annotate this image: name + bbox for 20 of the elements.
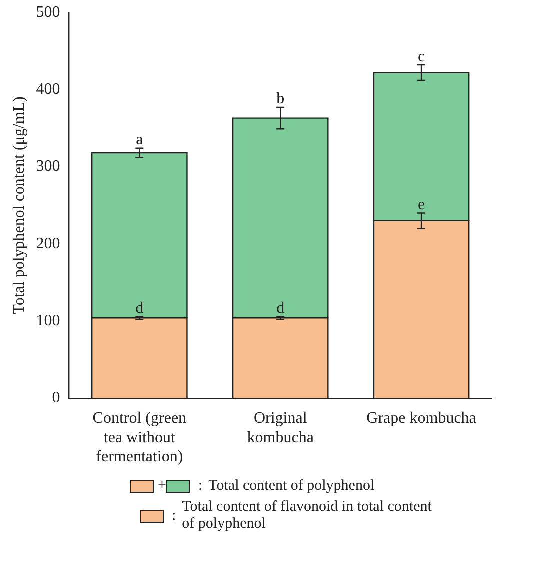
y-tick-label: 300 (36, 158, 60, 176)
annotation: d (136, 300, 144, 317)
annotation: a (136, 132, 144, 149)
annotation: e (418, 196, 426, 214)
x-tick-label: Grape kombucha (366, 410, 476, 428)
legend-label: Total content of flavonoid in total content of polyphenol (182, 499, 433, 533)
y-tick-label: 400 (36, 80, 60, 98)
annotation: c (418, 48, 426, 66)
y-tick-label: 0 (52, 390, 60, 407)
y-tick-label: 500 (36, 4, 60, 21)
y-tick-label: 100 (36, 312, 60, 330)
text: : (198, 478, 203, 495)
x-tick-label: Original kombucha (247, 410, 314, 446)
x-tick-label: Control (green tea without fermentation) (92, 410, 187, 466)
annotation: d (276, 300, 285, 317)
y-tick-label: 200 (36, 235, 60, 252)
legend-label: Total content of polyphenol (208, 478, 375, 495)
annotation: b (276, 90, 285, 108)
text: : (172, 508, 176, 524)
y-axis-title: Total polyphenol content (μg/mL) (10, 96, 28, 314)
